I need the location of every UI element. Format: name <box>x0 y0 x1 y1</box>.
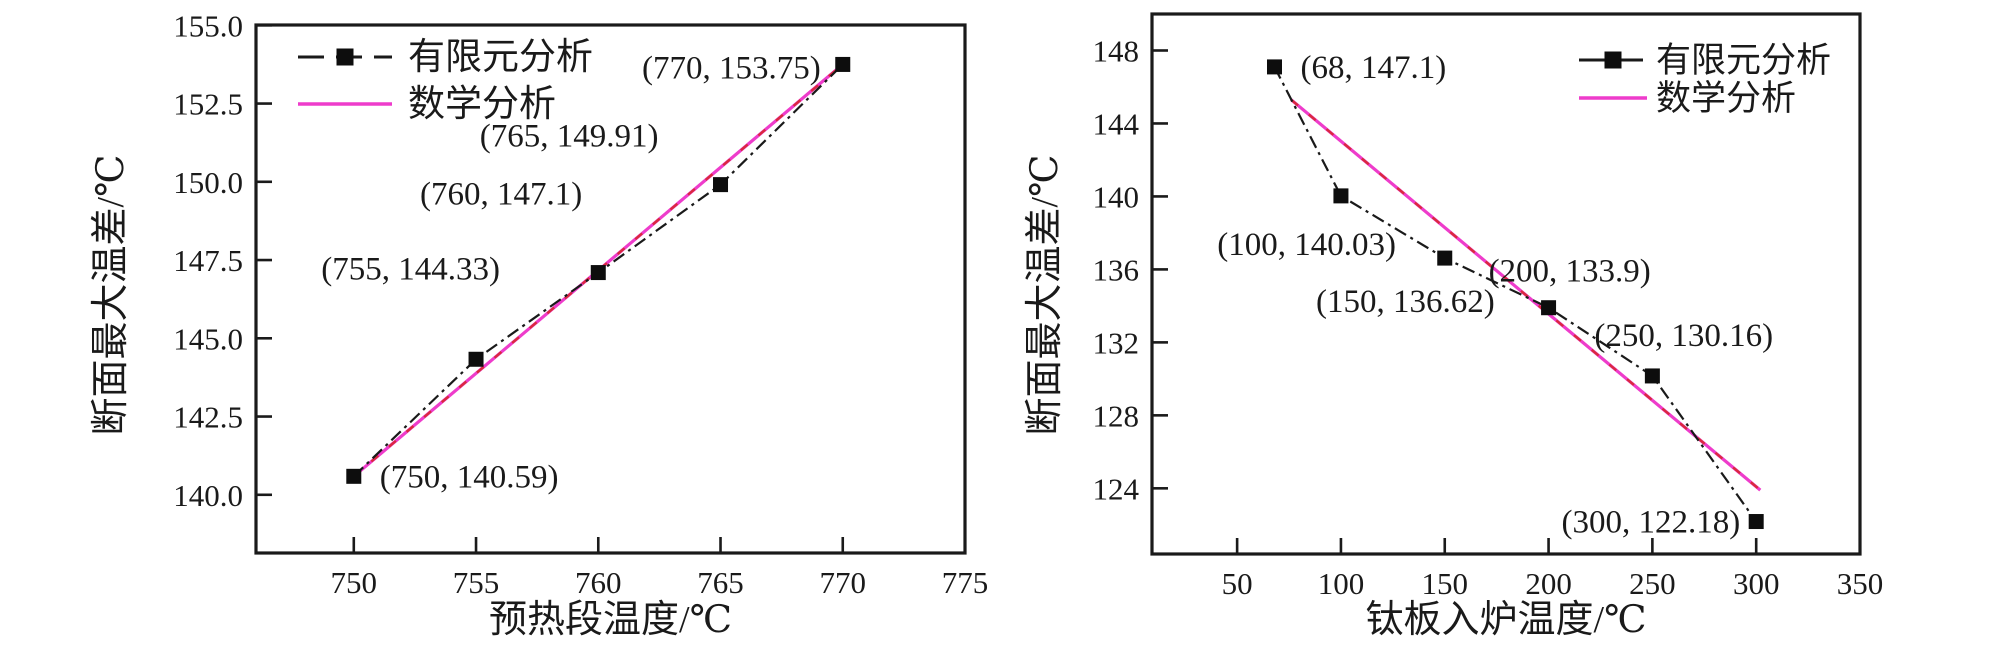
data-point-label: (250, 130.16) <box>1594 318 1773 354</box>
fea-data-marker <box>835 56 851 72</box>
chart-preheat-temp: 750 755 760 765 770 775 140.0 142.5 145.0 147.5 15… <box>90 8 989 641</box>
x-tick-label: 750 <box>331 565 378 600</box>
y-tick-label: 150.0 <box>173 165 243 200</box>
math-analysis-line-accent <box>1290 98 1762 492</box>
y-tick-label: 142.5 <box>173 400 243 435</box>
data-point-label: (68, 147.1) <box>1300 50 1446 86</box>
x-tick-label: 50 <box>1222 566 1253 601</box>
y-axis-title: 断面最大温差/℃ <box>1024 154 1066 435</box>
legend-label: 数学分析 <box>408 83 556 125</box>
x-tick-label: 775 <box>942 565 989 600</box>
y-tick-label: 148 <box>1093 33 1140 68</box>
chart-preheat-temp-svg: 750 755 760 765 770 775 140.0 142.5 145.0 147.5 15… <box>90 8 989 641</box>
fea-data-marker <box>1437 250 1453 266</box>
x-tick-label: 350 <box>1837 566 1884 601</box>
fea-data-marker <box>1266 59 1282 75</box>
fea-data-marker <box>346 468 362 484</box>
x-tick-label: 150 <box>1422 566 1469 601</box>
y-tick-label: 132 <box>1093 325 1140 360</box>
y-tick-label: 155.0 <box>173 8 243 43</box>
y-tick-label: 147.5 <box>173 243 243 278</box>
x-axis-title: 预热段温度/℃ <box>489 599 732 641</box>
x-axis-title: 钛板入炉温度/℃ <box>1365 599 1646 641</box>
data-point-label: (100, 140.03) <box>1217 227 1396 263</box>
x-tick-label: 250 <box>1629 566 1676 601</box>
x-tick-label: 770 <box>820 565 867 600</box>
chart-furnace-entry-temp: 50 100 150 200 250 300 350 124 128 132 136 140 144 14… <box>1004 0 2008 654</box>
data-point-label: (770, 153.75) <box>642 50 821 86</box>
fea-data-marker <box>590 265 606 281</box>
legend-fea-marker-sample <box>1604 51 1622 69</box>
x-tick-label: 300 <box>1733 566 1780 601</box>
fea-data-marker <box>713 177 729 193</box>
data-point-label: (200, 133.9) <box>1489 254 1651 290</box>
fea-data-marker <box>1644 368 1660 384</box>
legend-label: 有限元分析 <box>408 37 593 78</box>
fea-data-marker <box>468 351 484 367</box>
plot-frame <box>254 23 967 555</box>
data-point-label: (300, 122.18) <box>1561 505 1740 541</box>
y-tick-label: 140 <box>1093 179 1140 214</box>
fea-data-marker <box>1541 300 1557 316</box>
x-tick-label: 100 <box>1318 566 1365 601</box>
x-tick-label: 760 <box>575 565 622 600</box>
data-point-label: (760, 147.1) <box>420 177 582 213</box>
data-point-label: (750, 140.59) <box>380 459 559 495</box>
chart-furnace-entry-temp-svg: 50 100 150 200 250 300 350 124 128 132 136 140 144 14… <box>1024 12 1884 641</box>
y-tick-label: 145.0 <box>173 321 243 356</box>
legend-label: 有限元分析 <box>1656 41 1831 80</box>
fea-data-marker <box>1333 188 1349 204</box>
data-point-label: (150, 136.62) <box>1316 284 1495 320</box>
data-point-label: (765, 149.91) <box>480 119 659 155</box>
legend-label: 数学分析 <box>1656 79 1796 118</box>
x-tick-label: 765 <box>697 565 744 600</box>
plot-frame <box>1150 12 1862 556</box>
x-tick-label: 755 <box>453 565 500 600</box>
y-tick-label: 140.0 <box>173 478 243 513</box>
fea-analysis-line <box>1273 66 1758 523</box>
data-point-label: (755, 144.33) <box>321 251 500 287</box>
y-tick-label: 144 <box>1093 106 1140 141</box>
y-tick-label: 136 <box>1093 252 1140 287</box>
y-tick-label: 128 <box>1093 398 1140 433</box>
x-tick-label: 200 <box>1525 566 1572 601</box>
y-tick-label: 152.5 <box>173 87 243 122</box>
math-analysis-line-accent <box>353 63 844 478</box>
y-tick-label: 124 <box>1093 471 1140 506</box>
legend-fea-marker-sample <box>336 48 354 66</box>
fea-data-marker <box>1748 514 1764 530</box>
y-axis-title: 断面最大温差/℃ <box>90 154 132 435</box>
